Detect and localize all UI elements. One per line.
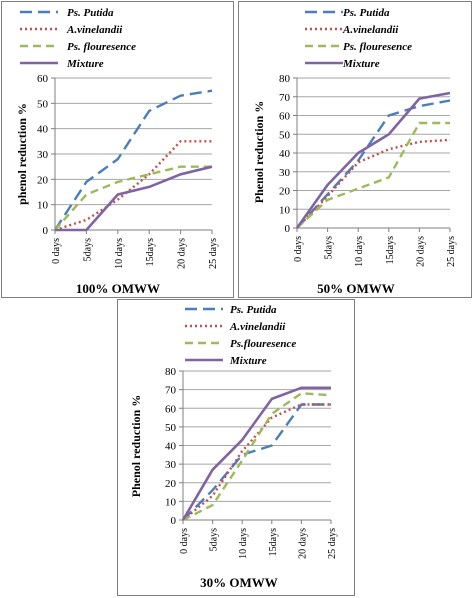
legend-label: Mixture (66, 58, 104, 70)
x-tick-label: 5days (324, 236, 335, 259)
x-tick-label: 10 days (238, 528, 249, 559)
y-tick-label: 60 (279, 111, 291, 123)
chart-panel-30-omww: 0 10 20 30 40 50 60 70 80 0 days 5days 10 days 15day… (117, 299, 355, 596)
x-axis: 0 days 5days 10 days 15days 20 days 25 days (293, 228, 457, 267)
series-line-ps-putida (182, 403, 331, 521)
y-tick-label: 0 (43, 225, 49, 237)
y-tick-label: 70 (279, 92, 291, 104)
y-axis-title: Phenol reduction % (129, 395, 143, 497)
x-tick-label: 5days (209, 528, 220, 551)
legend: Ps. Putida A.vinelandii Ps.flouresence Mixt… (185, 304, 296, 367)
x-tick-label: 25 days (327, 528, 338, 559)
series-line-ps-flouresence (182, 392, 332, 522)
line-chart: 0 10 20 30 40 50 60 0 days 5days 10 days 15days 20 … (15, 7, 219, 296)
x-tick-label: 20 days (415, 236, 426, 267)
legend-label: Ps. flouresence (343, 41, 412, 53)
x-axis: 0 days 5days 10 days 15days 20 days 25 days (179, 520, 338, 559)
series-group (181, 386, 332, 522)
y-tick-label: 10 (279, 204, 291, 216)
x-axis: 0 days 5days 10 days 15days 20 days 25 days (51, 230, 219, 269)
x-tick-label: 10 days (114, 238, 125, 269)
legend-label: Mixture (342, 58, 380, 70)
x-tick-label: 5days (82, 238, 93, 261)
y-tick-label: 0 (285, 223, 291, 235)
y-tick-label: 10 (37, 200, 49, 212)
y-tick-label: 10 (165, 496, 177, 508)
x-tick-label: 20 days (177, 238, 188, 269)
series-line-mixture (181, 386, 331, 521)
series-group (53, 89, 213, 232)
series-line-ps-flouresence (54, 165, 212, 231)
legend-label: Ps. Putida (343, 7, 390, 19)
y-axis: 0 10 20 30 40 50 60 70 80 (279, 73, 297, 235)
chart-caption: 30% OMWW (200, 575, 278, 590)
y-tick-label: 70 (165, 385, 177, 397)
legend-label: Mixture (229, 355, 267, 367)
series-line-ps-putida (296, 99, 451, 229)
y-tick-label: 20 (165, 478, 177, 490)
legend-label: Ps. flouresence (67, 41, 136, 53)
y-axis: 0 10 20 30 40 50 60 70 80 (165, 366, 183, 527)
series-line-a-vinelandii (54, 140, 212, 232)
y-tick-label: 50 (165, 422, 177, 434)
y-tick-label: 30 (165, 459, 177, 471)
y-tick-label: 60 (165, 403, 177, 415)
y-tick-label: 80 (165, 366, 177, 378)
series-line-ps-putida (53, 89, 213, 231)
x-tick-label: 15days (268, 528, 279, 556)
legend-label: A.vinelandii (66, 24, 123, 36)
chart-caption: 100% OMWW (76, 281, 160, 296)
chart-caption: 50% OMWW (317, 281, 395, 296)
legend-label: Ps. Putida (230, 304, 277, 316)
y-tick-label: 50 (37, 98, 49, 110)
legend-label: A.vinelandii (229, 321, 286, 333)
x-tick-label: 15days (145, 238, 156, 266)
x-tick-label: 0 days (51, 238, 62, 264)
x-tick-label: 10 days (354, 236, 365, 267)
y-axis-title: phenol reduction % (15, 103, 29, 205)
x-tick-label: 25 days (208, 238, 219, 269)
x-tick-label: 20 days (297, 528, 308, 559)
y-tick-label: 30 (279, 167, 291, 179)
legend-label: Ps.flouresence (230, 338, 296, 350)
series-line-ps-flouresence (296, 121, 450, 229)
series-line-a-vinelandii (296, 138, 451, 229)
x-tick-label: 0 days (293, 236, 304, 262)
series-group (295, 91, 451, 229)
y-tick-label: 0 (171, 515, 177, 527)
line-chart: 0 10 20 30 40 50 60 70 80 0 days 5days 10 days 15day… (252, 7, 457, 296)
legend: Ps. Putida A.vinelandii Ps. flouresence Mix… (305, 7, 412, 70)
y-tick-label: 40 (165, 441, 177, 453)
legend-label: A.vinelandii (342, 24, 399, 36)
legend-label: Ps. Putida (67, 7, 114, 19)
y-axis: 0 10 20 30 40 50 60 (37, 73, 55, 237)
series-line-mixture (55, 165, 213, 232)
legend: Ps. Putida A.vinelandii Ps. flouresence Mix… (20, 7, 136, 70)
y-axis-title: Phenol reduction % (252, 101, 266, 203)
y-tick-label: 40 (279, 148, 291, 160)
line-chart: 0 10 20 30 40 50 60 70 80 0 days 5days 10 days 15day… (129, 304, 338, 590)
y-tick-label: 20 (37, 174, 49, 186)
y-tick-label: 40 (37, 124, 49, 136)
y-tick-label: 80 (279, 73, 291, 85)
series-line-a-vinelandii (182, 403, 331, 521)
y-tick-label: 60 (37, 73, 49, 85)
y-tick-label: 50 (279, 129, 291, 141)
chart-panel-50-omww: 0 10 20 30 40 50 60 70 80 0 days 5days 10 days 15day… (238, 1, 472, 298)
x-tick-label: 25 days (446, 236, 457, 267)
series-line-mixture (295, 91, 451, 229)
y-tick-label: 20 (279, 186, 291, 198)
x-tick-label: 15days (385, 236, 396, 264)
chart-panel-100-omww: 0 10 20 30 40 50 60 0 days 5days 10 days 15days 20 … (1, 1, 234, 298)
y-tick-label: 30 (37, 149, 49, 161)
gridlines (55, 77, 212, 206)
x-tick-label: 0 days (179, 528, 190, 554)
